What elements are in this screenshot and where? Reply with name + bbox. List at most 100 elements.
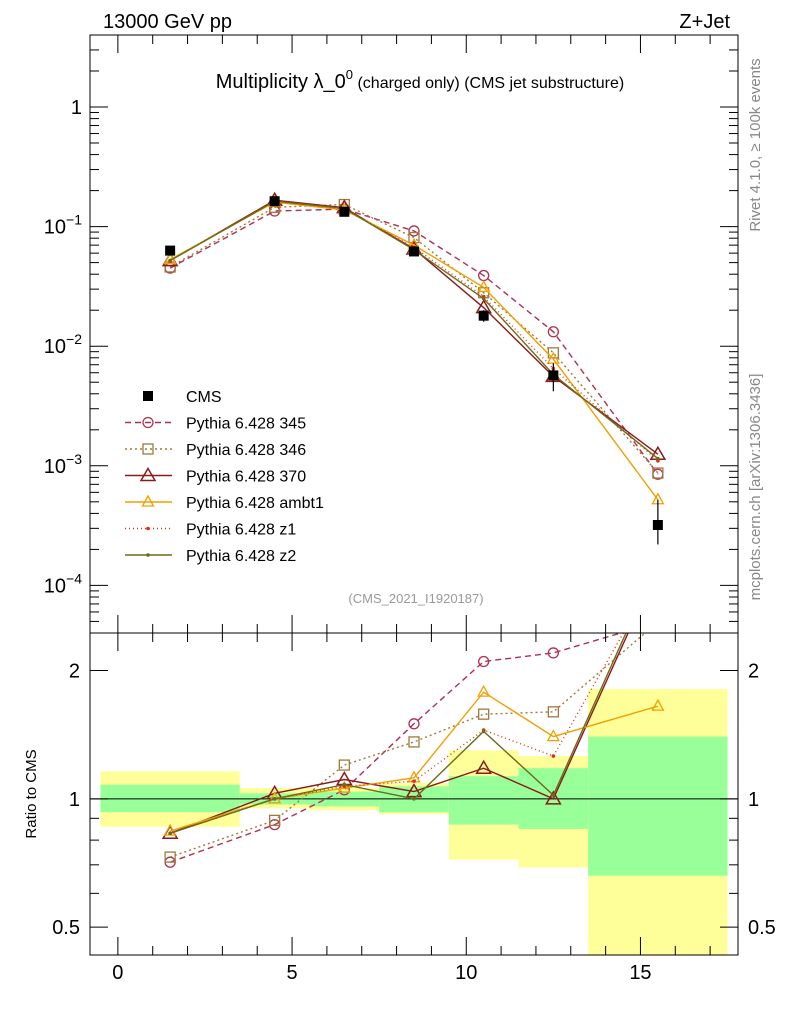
x-tick-label-0: 0 <box>112 962 123 984</box>
legend-entry-pythia-6-428-z2: Pythia 6.428 z2 <box>125 548 296 565</box>
ratio-point-pythia-6-428-z1-5 <box>551 754 556 758</box>
legend-label: Pythia 6.428 345 <box>186 416 306 433</box>
y-tick-label-1: 10−1 <box>44 212 82 239</box>
ratio-point-pythia-6-428-346-0 <box>164 851 176 863</box>
ratio-point-pythia-6-428-370-5 <box>545 790 562 805</box>
ratio-point-pythia-6-428-z2-4 <box>481 729 486 734</box>
process-label: Z+Jet <box>679 11 730 33</box>
ratio-point-pythia-6-428-346-1 <box>268 814 281 827</box>
legend-label: CMS <box>186 389 222 406</box>
x-tick-label-3: 15 <box>629 962 651 984</box>
legend-entry-pythia-6-428-346: Pythia 6.428 346 <box>125 442 306 459</box>
ratio-point-pythia-6-428-346-4 <box>478 708 490 720</box>
y-tick-label-base: 10 <box>44 456 66 478</box>
point-pythia-6-428-ambt1-4 <box>477 280 491 293</box>
ratio-point-pythia-6-428-ambt1-2 <box>337 780 351 793</box>
ratio-point-pythia-6-428-346-2 <box>338 759 350 771</box>
ratio-point-pythia-6-428-370-3 <box>405 783 423 798</box>
uncertainty-band-inner-4 <box>448 776 519 825</box>
y-tick-label-base: 10 <box>44 217 66 239</box>
ratio-point-pythia-6-428-346-3 <box>408 736 420 748</box>
analysis-id-label: (CMS_2021_I1920187) <box>348 591 483 606</box>
energy-label: 13000 GeV pp <box>103 11 232 33</box>
legend-marker <box>146 553 150 557</box>
y-tick-label-exponent: −3 <box>66 451 82 467</box>
series-pythia-6-428-346 <box>164 198 664 479</box>
ratio-line-pythia-6-428-346 <box>169 633 647 858</box>
series-line-pythia-6-428-345 <box>169 208 659 475</box>
point-pythia-6-428-z2-6 <box>656 456 660 461</box>
ratio-point-pythia-6-428-z2-0 <box>168 831 172 836</box>
ratio-point-pythia-6-428-ambt1-5 <box>546 729 560 742</box>
legend-entry-pythia-6-428-370: Pythia 6.428 370 <box>125 467 306 486</box>
point-pythia-6-428-345-3 <box>408 225 420 237</box>
cms-point-3 <box>409 246 419 257</box>
legend-marker <box>143 391 153 401</box>
ratio-point-pythia-6-428-345-3 <box>408 718 420 730</box>
legend-label: Pythia 6.428 346 <box>186 442 306 459</box>
point-pythia-6-428-345-5 <box>547 326 560 338</box>
cms-point-2 <box>339 206 350 217</box>
ratio-point-pythia-6-428-ambt1-4 <box>477 684 491 697</box>
series-cms <box>165 196 663 545</box>
uncertainty-band-inner-6 <box>588 736 728 876</box>
series-line-pythia-6-428-346 <box>169 203 659 474</box>
y-tick-label-exponent: −4 <box>66 570 82 586</box>
ratio-point-pythia-6-428-z1-3 <box>412 779 416 783</box>
ratio-point-pythia-6-428-ambt1-6 <box>651 698 665 711</box>
y-tick-label-2: 10−2 <box>44 331 82 358</box>
ratio-point-pythia-6-428-z2-2 <box>342 782 347 787</box>
legend-entry-cms: CMS <box>143 389 222 406</box>
ratio-y-tick-label-right-0: 0.5 <box>748 917 776 939</box>
point-pythia-6-428-z2-0 <box>168 258 172 263</box>
main-plot-panel: 110−110−210−310−4 Multiplicity λ_00 (cha… <box>44 34 739 634</box>
ratio-point-pythia-6-428-z2-5 <box>551 793 556 797</box>
cms-point-6 <box>652 519 663 530</box>
ratio-y-tick-label-left-0: 0.5 <box>52 917 80 939</box>
legend-label: Pythia 6.428 370 <box>186 469 306 486</box>
cms-point-1 <box>269 196 280 207</box>
legend: CMS Pythia 6.428 345 Pythia 6.428 346 Pythi… <box>125 389 324 565</box>
ratio-plot-frame <box>89 632 739 956</box>
legend-entry-pythia-6-428-345: Pythia 6.428 345 <box>125 416 306 433</box>
legend-label: Pythia 6.428 z2 <box>186 548 296 565</box>
cms-point-4 <box>478 310 489 321</box>
x-tick-label-1: 5 <box>287 962 298 984</box>
rivet-version-label: Rivet 4.1.0, ≥ 100k events <box>747 58 764 231</box>
y-tick-label-base: 10 <box>44 336 66 358</box>
point-pythia-6-428-ambt1-5 <box>546 351 560 364</box>
point-pythia-6-428-346-6 <box>652 467 664 479</box>
legend-marker <box>142 443 154 455</box>
ratio-point-pythia-6-428-345-5 <box>547 647 560 659</box>
legend-marker <box>141 494 155 507</box>
plot-title-superscript: 0 <box>346 67 353 82</box>
y-tick-label-base: 1 <box>71 97 82 119</box>
plot-title-main: Multiplicity λ_0 <box>216 71 346 93</box>
ratio-point-pythia-6-428-346-5 <box>547 706 560 718</box>
legend-marker <box>142 416 154 429</box>
ratio-y-tick-label-right-1: 1 <box>748 789 759 811</box>
y-tick-label-exponent: −1 <box>66 212 82 228</box>
point-pythia-6-428-z2-4 <box>481 296 486 301</box>
plot-title: Multiplicity λ_00 (charged only) (CMS je… <box>216 67 624 93</box>
y-tick-label-exponent: −2 <box>66 331 82 347</box>
cms-point-5 <box>548 370 559 381</box>
ratio-point-pythia-6-428-z2-3 <box>412 797 416 801</box>
ratio-point-pythia-6-428-345-4 <box>478 655 490 668</box>
y-tick-label-3: 10−3 <box>44 451 82 478</box>
ratio-y-tick-label-left-1: 1 <box>69 789 80 811</box>
ratio-point-pythia-6-428-370-4 <box>475 759 492 774</box>
cms-point-0 <box>165 245 176 256</box>
y-tick-label-0: 1 <box>71 97 82 119</box>
x-tick-label-2: 10 <box>455 962 477 984</box>
y-tick-label-4: 10−4 <box>44 570 82 597</box>
ratio-point-pythia-6-428-z2-1 <box>272 797 277 801</box>
ratio-y-tick-label-right-2: 2 <box>748 661 759 683</box>
mcplots-source-label: mcplots.cern.ch [arXiv:1306.3436] <box>747 374 764 601</box>
legend-marker <box>146 526 150 531</box>
ratio-series-pythia-6-428-346 <box>164 633 647 863</box>
ratio-y-tick-label-left-2: 2 <box>69 661 80 683</box>
y-tick-label-base: 10 <box>44 575 66 597</box>
plot-title-subtitle: (charged only) (CMS jet substructure) <box>353 75 624 92</box>
